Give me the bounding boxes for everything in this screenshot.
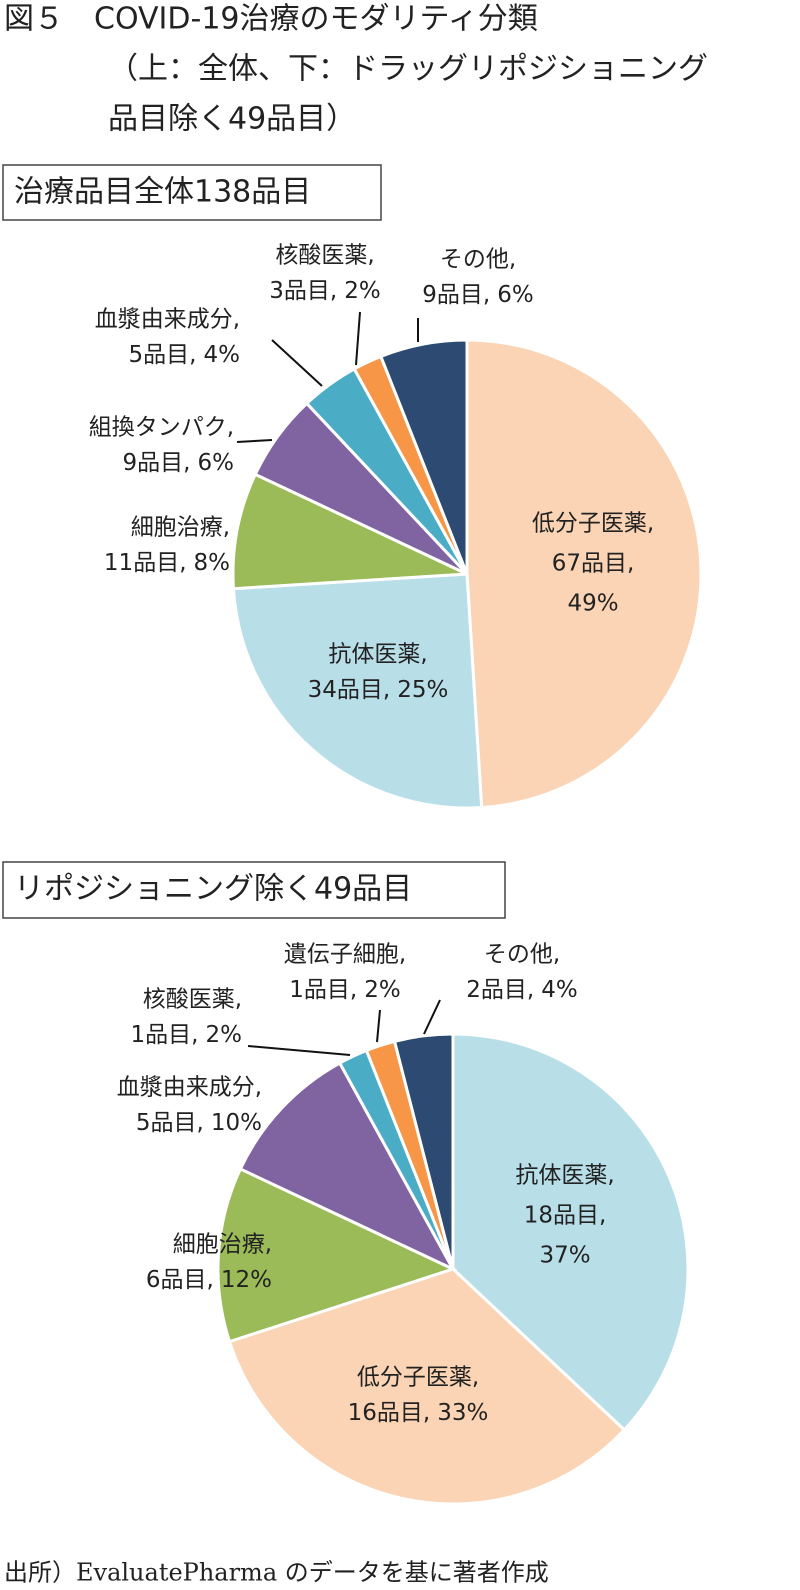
slice-value-label: 2% [344,278,381,304]
slice-count: 9品目, [422,282,490,308]
slice-count: 18品目, [524,1203,607,1229]
slice-label: 血漿由来成分, [117,1075,262,1101]
slice-label: 抗体医薬, [328,642,427,668]
pie-slice [465,338,703,810]
slice-count: 67品目, [552,551,635,577]
slice-label: 核酸医薬, [275,243,374,269]
figure-title: （上：全体、下：ドラッグリポジショニング [108,52,708,87]
chart-title: リポジショニング除く49品目 [14,872,412,907]
slice-value-label: 2% [206,1022,243,1048]
pie-slice [231,572,484,810]
slice-label: その他, [440,247,516,273]
slice-label: 血漿由来成分, [95,307,240,333]
slice-value-line: 5品目, 4% [129,342,240,368]
slice-count: 1品目, [131,1022,199,1048]
header-box [2,164,382,221]
chart-title: 治療品目全体138品目 [14,175,311,210]
slice-value-label: 6% [198,450,235,476]
pie-slice [451,1032,690,1432]
leader-line [355,311,361,366]
slice-count: 1品目, [289,977,357,1003]
slice-count: 5品目, [136,1110,204,1136]
slice-value-label: 12% [221,1267,272,1293]
slice-count: 9品目, [123,450,191,476]
slice-value-line: 11品目, 8% [104,550,230,576]
pie-slice [392,1032,455,1270]
slice-value-line: 34品目, 25% [308,677,449,703]
slice-count: 5品目, [129,342,197,368]
leader-line [423,999,441,1035]
slice-label: 細胞治療, [131,515,230,541]
leader-line [376,1009,381,1043]
leader-line [247,1045,351,1056]
slice-value-line: 2品目, 4% [466,977,577,1003]
leader-line [271,339,323,387]
slice-value-line: 6品目, 12% [146,1267,272,1293]
slice-count: 6品目, [146,1267,214,1293]
slice-value-label: 4% [204,342,241,368]
pie-slice [231,472,468,591]
slice-value-label: 6% [497,282,534,308]
slice-label: 組換タンパク, [89,415,234,441]
slice-count: 11品目, [104,550,187,576]
slice-count: 2品目, [466,977,534,1003]
figure-title: 品目除く49品目） [108,102,356,137]
slice-value-line: 16品目, 33% [348,1400,489,1426]
leader-line [236,439,273,443]
pie-slice [238,1061,457,1273]
slice-value-label: 4% [541,977,578,1003]
source-note: 出所）EvaluatePharma のデータを基に著者作成 [4,1559,549,1587]
slice-count: 16品目, [348,1400,431,1426]
slice-label: 低分子医薬, [532,511,654,537]
slice-value-label: 2% [364,977,401,1003]
slice-value-label: 37% [539,1243,590,1269]
slice-label: その他, [484,942,560,968]
slice-value-line: 3品目, 2% [269,278,380,304]
slice-value-line: 9品目, 6% [422,282,533,308]
slice-label: 抗体医薬, [515,1163,614,1189]
slice-label: 遺伝子細胞, [284,942,406,968]
slice-value-line: 9品目, 6% [123,450,234,476]
slice-value-label: 10% [211,1110,262,1136]
slice-value-label: 49% [567,591,618,617]
pie-slice [378,338,469,575]
slice-count: 3品目, [269,278,337,304]
slice-count: 34品目, [308,677,391,703]
slice-value-line: 5品目, 10% [136,1110,262,1136]
slice-label: 低分子医薬, [357,1365,479,1391]
pie-slice [216,1166,458,1344]
slice-value-label: 8% [194,550,231,576]
slice-value-label: 25% [397,677,448,703]
slice-label: 細胞治療, [173,1232,272,1258]
slice-label: 核酸医薬, [143,987,242,1013]
figure-title: 図５ COVID-19治療のモダリティ分類 [4,2,538,37]
header-box [2,861,506,919]
slice-value-label: 33% [437,1400,488,1426]
slice-value-line: 1品目, 2% [131,1022,242,1048]
slice-value-line: 1品目, 2% [289,977,400,1003]
pie-slice [227,1267,627,1506]
